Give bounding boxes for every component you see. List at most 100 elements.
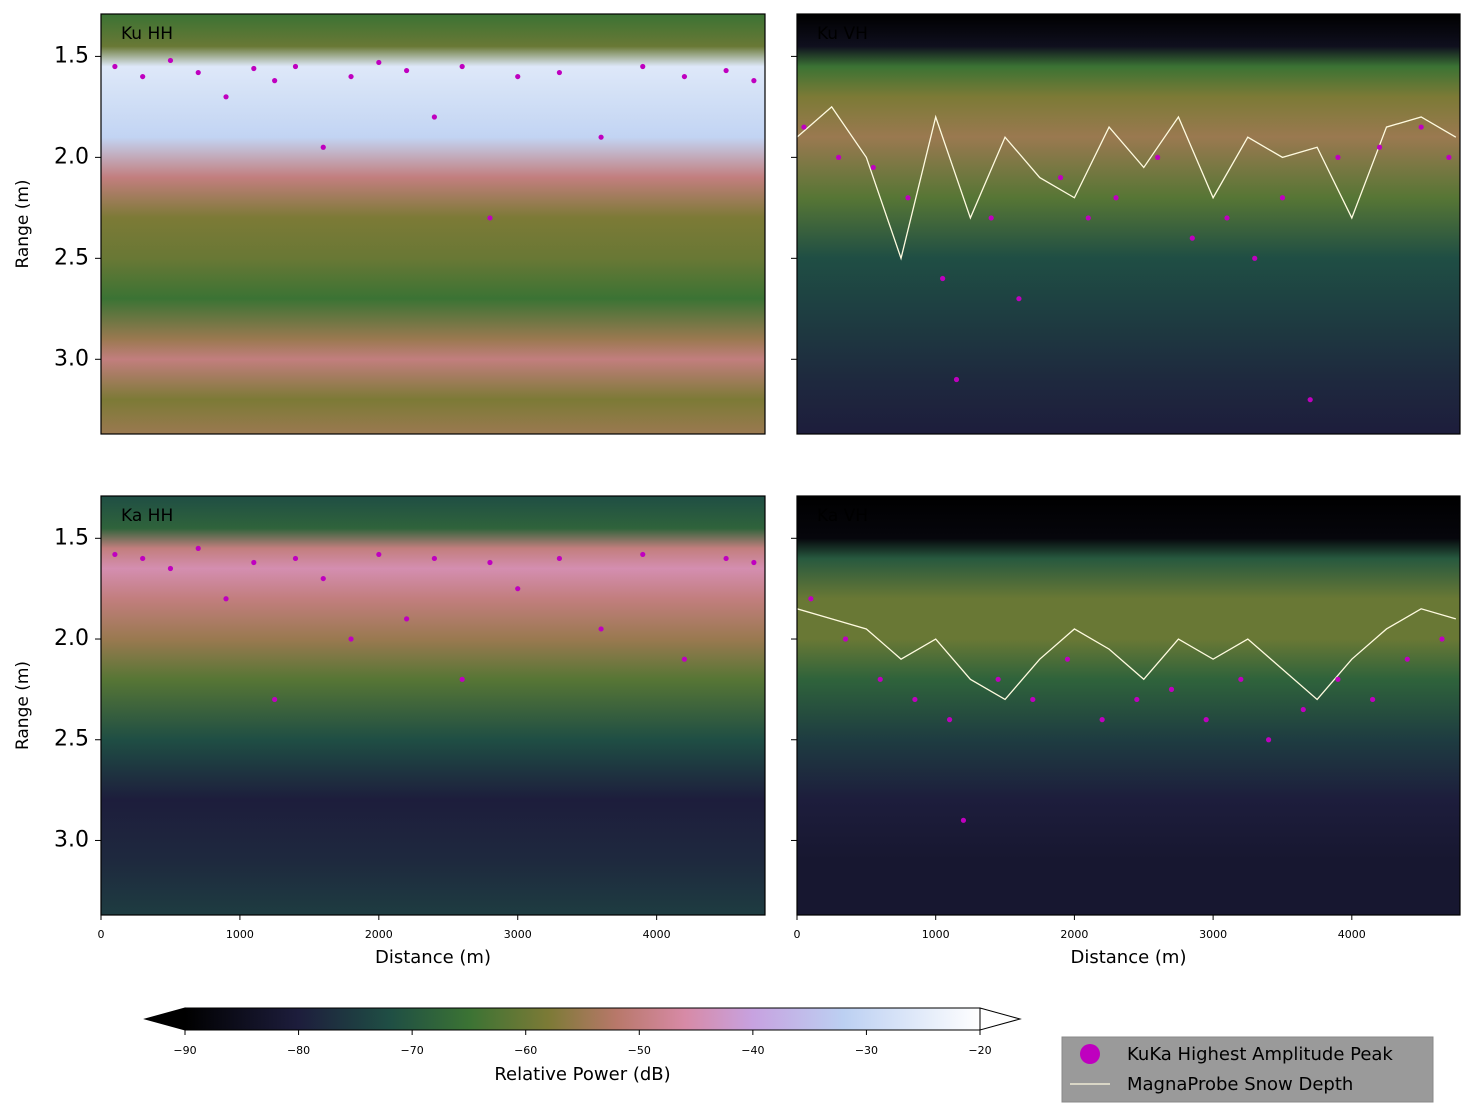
peak-point: [681, 73, 688, 80]
peak-point: [751, 559, 757, 566]
plot-area: [112, 57, 757, 221]
peak-point: [272, 78, 278, 84]
peak-point: [348, 636, 354, 642]
peak-point: [960, 817, 967, 823]
peak-point: [598, 134, 604, 140]
peak-point: [431, 114, 437, 120]
colorbar-tick-label: −70: [401, 1044, 424, 1057]
axes-frame: [100, 495, 766, 916]
colorbar-tick-label: −90: [173, 1044, 196, 1057]
peak-point: [292, 555, 299, 562]
panel-label: Ka VH: [817, 506, 868, 526]
x-tick-label: 4000: [643, 928, 671, 941]
peak-point: [801, 124, 807, 130]
peak-point: [1252, 255, 1258, 261]
peak-point: [376, 59, 382, 66]
peak-point: [404, 67, 410, 74]
colorbar-tick-label: −80: [287, 1044, 310, 1057]
axes-frame: [796, 13, 1461, 435]
peak-point: [320, 144, 326, 150]
x-tick-label: 0: [98, 928, 105, 941]
plot-area: [112, 545, 757, 703]
peak-point: [598, 626, 604, 632]
peak-point: [1307, 397, 1313, 403]
peak-point: [272, 696, 278, 703]
peak-point: [723, 67, 729, 74]
radargram-image: [101, 14, 765, 434]
snow-depth-line: [797, 608, 1457, 701]
peak-point: [1016, 296, 1022, 302]
peak-point: [681, 656, 688, 662]
peak-point: [1203, 717, 1209, 723]
peak-point: [640, 551, 646, 558]
peak-point: [1155, 154, 1161, 160]
peak-point: [1189, 235, 1195, 241]
peak-point: [1064, 656, 1071, 662]
x-tick-label: 2000: [365, 928, 393, 941]
radargram-image: [101, 496, 765, 915]
legend-marker: [1080, 1044, 1100, 1064]
y-tick-label: 3.0: [54, 346, 89, 371]
peak-point: [140, 73, 146, 80]
colorbar-tick-label: −60: [514, 1044, 537, 1057]
x-tick-label: 1000: [226, 928, 254, 941]
peak-point: [251, 559, 257, 566]
peak-point: [946, 717, 953, 723]
peak-point: [487, 215, 493, 221]
y-tick-label: 2.0: [54, 144, 89, 169]
peak-point: [112, 63, 118, 70]
peak-point: [940, 275, 946, 282]
peak-point: [1376, 144, 1383, 150]
axes-frame: [796, 495, 1461, 916]
peak-point: [808, 596, 814, 602]
peak-point: [431, 555, 437, 562]
peak-point: [1224, 215, 1230, 221]
peak-point: [842, 636, 849, 642]
x-tick-label: 3000: [504, 928, 532, 941]
peak-point: [905, 195, 911, 201]
peak-point: [1134, 696, 1140, 703]
peak-point: [1030, 696, 1036, 703]
peak-point: [487, 559, 493, 566]
y-tick-label: 1.5: [54, 525, 89, 550]
y-tick-label: 1.5: [54, 43, 89, 68]
peak-point: [1370, 696, 1376, 703]
peak-point: [1168, 686, 1175, 692]
x-tick-label: 1000: [922, 928, 950, 941]
y-axis-label: Range (m): [13, 661, 33, 750]
peak-point: [167, 565, 174, 572]
peak-point: [1418, 124, 1424, 130]
legend-label: KuKa Highest Amplitude Peak: [1127, 1044, 1393, 1065]
y-tick-label: 2.5: [54, 727, 89, 752]
peak-point: [877, 676, 883, 682]
peak-point: [1404, 656, 1410, 662]
y-tick-label: 3.0: [54, 827, 89, 852]
x-tick-label: 4000: [1338, 928, 1366, 941]
peak-point: [1099, 717, 1105, 723]
axes-frame: [100, 13, 766, 435]
peak-point: [459, 63, 465, 70]
peak-point: [870, 164, 876, 171]
peak-point: [167, 57, 174, 64]
peak-point: [556, 69, 563, 76]
peak-point: [320, 575, 326, 582]
peak-point: [223, 94, 229, 100]
peak-point: [292, 63, 299, 70]
legend-box: [1061, 1036, 1434, 1103]
peak-point: [195, 545, 201, 551]
x-tick-label: 0: [794, 928, 801, 941]
radargram-image: [797, 14, 1460, 434]
peak-point: [1238, 676, 1244, 682]
peak-point: [376, 551, 382, 558]
peak-point: [1057, 174, 1064, 181]
peak-point: [556, 555, 563, 562]
peak-point: [1113, 195, 1119, 201]
peak-point: [1265, 737, 1272, 743]
x-tick-label: 2000: [1060, 928, 1088, 941]
colorbar-extend-low: [143, 1007, 186, 1031]
peak-point: [751, 78, 757, 84]
peak-point: [251, 65, 257, 72]
plot-area: [797, 596, 1457, 823]
colorbar-tick-label: −50: [628, 1044, 651, 1057]
